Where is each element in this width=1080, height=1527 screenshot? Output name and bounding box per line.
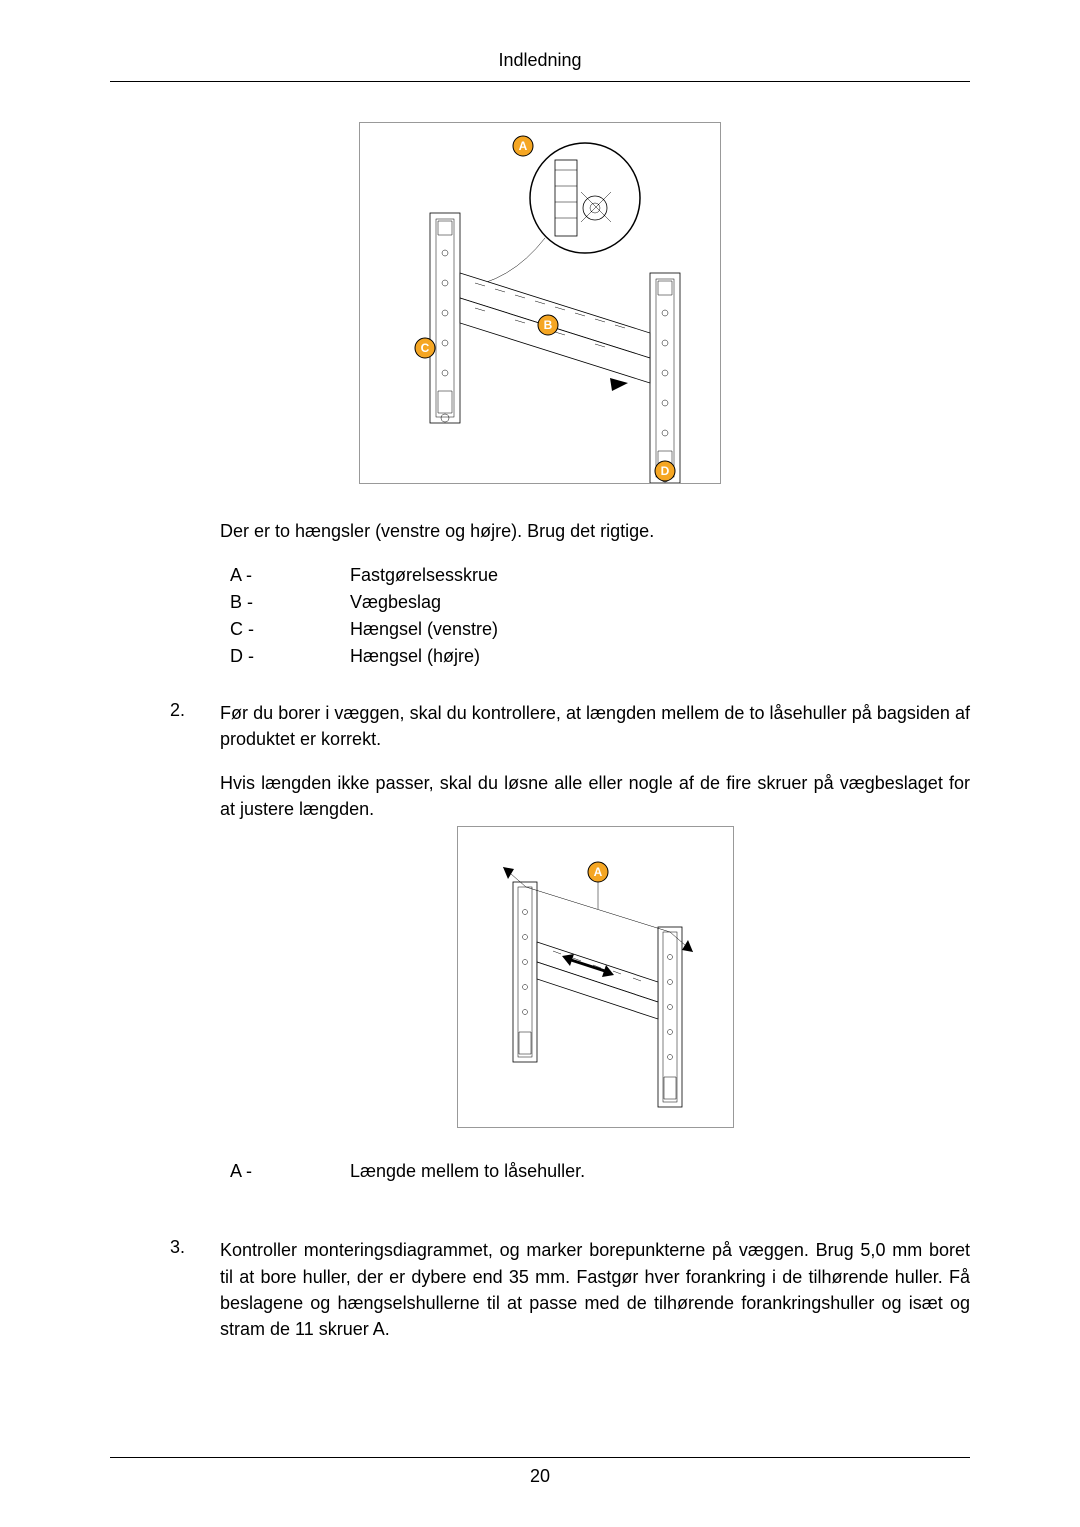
step-2-para-2: Hvis længden ikke passer, skal du løsne … xyxy=(220,770,970,822)
legend-key: D - xyxy=(230,643,350,670)
legend-row: B - Vægbeslag xyxy=(230,589,498,616)
legend-value: Længde mellem to låsehuller. xyxy=(350,1158,585,1185)
callout-a-icon: A xyxy=(513,136,533,156)
figure-1-wrapper: A B C D xyxy=(110,122,970,488)
legend-row: D - Hængsel (højre) xyxy=(230,643,498,670)
callout-c-icon: C xyxy=(415,338,435,358)
legend-value: Fastgørelsesskrue xyxy=(350,562,498,589)
legend-value: Vægbeslag xyxy=(350,589,498,616)
legend-2: A - Længde mellem to låsehuller. xyxy=(230,1158,585,1185)
page: Indledning xyxy=(0,0,1080,1527)
figure-1: A B C D xyxy=(359,122,721,484)
intro-note: Der er to hængsler (venstre og højre). B… xyxy=(220,518,970,544)
step-2-number: 2. xyxy=(170,700,220,1219)
figure-2-wrapper: A xyxy=(220,826,970,1132)
legend-key: C - xyxy=(230,616,350,643)
step-3: 3. Kontroller monteringsdiagrammet, og m… xyxy=(170,1237,970,1359)
callout-c-letter: C xyxy=(421,341,430,355)
callout-a2-icon: A xyxy=(588,862,608,882)
callout-b-icon: B xyxy=(538,315,558,335)
callout-d-icon: D xyxy=(655,461,675,481)
step-3-para-1: Kontroller monteringsdiagrammet, og mark… xyxy=(220,1237,970,1341)
callout-a2-letter: A xyxy=(593,865,602,879)
legend-value: Hængsel (højre) xyxy=(350,643,498,670)
callout-b-letter: B xyxy=(544,318,553,332)
figure-2: A xyxy=(457,826,734,1128)
callout-a-letter: A xyxy=(519,139,528,153)
header-title: Indledning xyxy=(498,50,581,70)
intro-note-block: Der er to hængsler (venstre og højre). B… xyxy=(220,518,970,670)
legend-row: C - Hængsel (venstre) xyxy=(230,616,498,643)
legend-key: A - xyxy=(230,562,350,589)
legend-row: A - Længde mellem to låsehuller. xyxy=(230,1158,585,1185)
legend-value: Hængsel (venstre) xyxy=(350,616,498,643)
legend-key: B - xyxy=(230,589,350,616)
step-2: 2. Før du borer i væggen, skal du kontro… xyxy=(170,700,970,1219)
step-2-para-1: Før du borer i væggen, skal du kontrolle… xyxy=(220,700,970,752)
legend-key: A - xyxy=(230,1158,350,1185)
legend-row: A - Fastgørelsesskrue xyxy=(230,562,498,589)
step-3-number: 3. xyxy=(170,1237,220,1359)
callout-d-letter: D xyxy=(661,464,670,478)
page-header: Indledning xyxy=(110,50,970,82)
page-footer: 20 xyxy=(110,1457,970,1487)
page-number: 20 xyxy=(530,1466,550,1486)
legend-1: A - Fastgørelsesskrue B - Vægbeslag C - … xyxy=(230,562,498,670)
